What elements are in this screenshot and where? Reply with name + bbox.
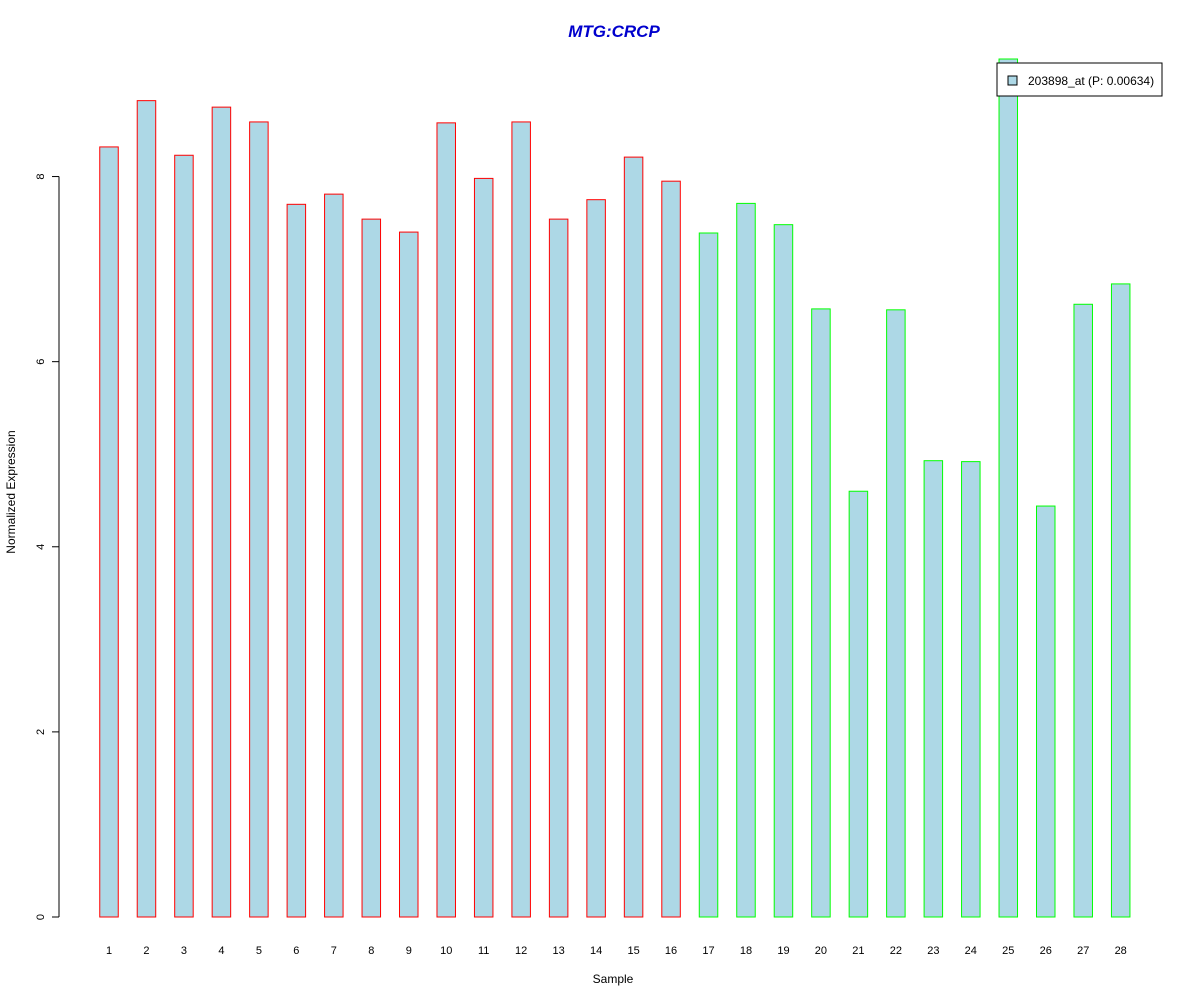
x-tick-label: 9: [406, 945, 412, 957]
x-tick-label: 24: [965, 945, 977, 957]
y-axis: 0 2 4 6 8: [35, 173, 60, 920]
x-tick-label: 10: [440, 945, 452, 957]
bar-sample-17: [698, 232, 719, 918]
x-tick-label: 21: [852, 945, 864, 957]
x-tick-label: 13: [553, 945, 565, 957]
y-tick-label: 6: [35, 359, 47, 365]
bar-sample-15: [623, 156, 644, 918]
bar-sample-21: [848, 490, 869, 918]
x-tick-label: 6: [293, 945, 299, 957]
bar-sample-6: [286, 203, 307, 918]
x-tick-label: 28: [1115, 945, 1127, 957]
x-tick-label: 23: [927, 945, 939, 957]
bar-sample-7: [324, 193, 344, 918]
legend-box: [996, 62, 1163, 97]
bar-sample-3: [174, 154, 194, 918]
bar-sample-12: [511, 121, 531, 918]
bar-sample-1: [99, 146, 119, 918]
bar-sample-19: [773, 224, 794, 918]
bar-sample-11: [473, 177, 494, 918]
bar-sample-20: [811, 308, 831, 918]
bar-sample-2: [136, 100, 157, 918]
legend: 203898_at (P: 0.00634): [996, 62, 1163, 97]
x-tick-label: 14: [590, 945, 602, 957]
y-tick-label: 8: [35, 173, 47, 179]
x-tick-label: 25: [1002, 945, 1014, 957]
bar-sample-24: [961, 461, 981, 918]
x-tick-label: 20: [815, 945, 827, 957]
bar-sample-26: [1036, 505, 1056, 918]
x-tick-label: 17: [702, 945, 714, 957]
bar-sample-13: [548, 218, 569, 918]
x-tick-label: 16: [665, 945, 677, 957]
y-axis-label: Normalized Expression: [4, 430, 18, 553]
bar-sample-10: [436, 122, 456, 918]
x-tick-label: 4: [218, 945, 224, 957]
x-tick-label: 1: [106, 945, 112, 957]
x-tick-label: 22: [890, 945, 902, 957]
bar-sample-16: [661, 180, 681, 918]
bar-sample-4: [211, 106, 232, 918]
y-tick-label: 0: [35, 914, 47, 920]
legend-entry-label: 203898_at (P: 0.00634): [1028, 74, 1154, 88]
x-tick-label: 2: [143, 945, 149, 957]
y-tick-label: 4: [35, 544, 47, 550]
legend-swatch: [1007, 75, 1018, 86]
bar-sample-25: [998, 58, 1019, 918]
x-axis-label: Sample: [593, 972, 634, 986]
x-tick-label: 7: [331, 945, 337, 957]
bar-sample-9: [399, 231, 419, 918]
x-tick-label: 26: [1040, 945, 1052, 957]
x-tick-label: 19: [777, 945, 789, 957]
x-tick-label: 27: [1077, 945, 1089, 957]
x-tick-labels: 1 2 3 4 5 6 7 8 9 10 11 12 13 14 15 16 17 18 19 20 21 22 23 24 2…: [106, 945, 1127, 957]
bar-sample-27: [1073, 303, 1093, 918]
bar-sample-23: [923, 460, 944, 918]
x-tick-label: 12: [515, 945, 527, 957]
x-tick-label: 15: [627, 945, 639, 957]
bar-sample-14: [586, 199, 606, 918]
bars-group: [99, 58, 1131, 918]
bar-sample-8: [361, 218, 382, 918]
y-tick-label: 2: [35, 729, 47, 735]
x-tick-label: 3: [181, 945, 187, 957]
x-tick-label: 8: [368, 945, 374, 957]
x-tick-label: 18: [740, 945, 752, 957]
chart-title: MTG:CRCP: [568, 22, 660, 41]
bar-sample-5: [249, 121, 269, 918]
x-tick-label: 11: [478, 945, 489, 957]
bar-sample-18: [736, 202, 756, 918]
x-tick-label: 5: [256, 945, 262, 957]
bar-sample-22: [886, 309, 906, 918]
bar-sample-28: [1110, 283, 1131, 918]
